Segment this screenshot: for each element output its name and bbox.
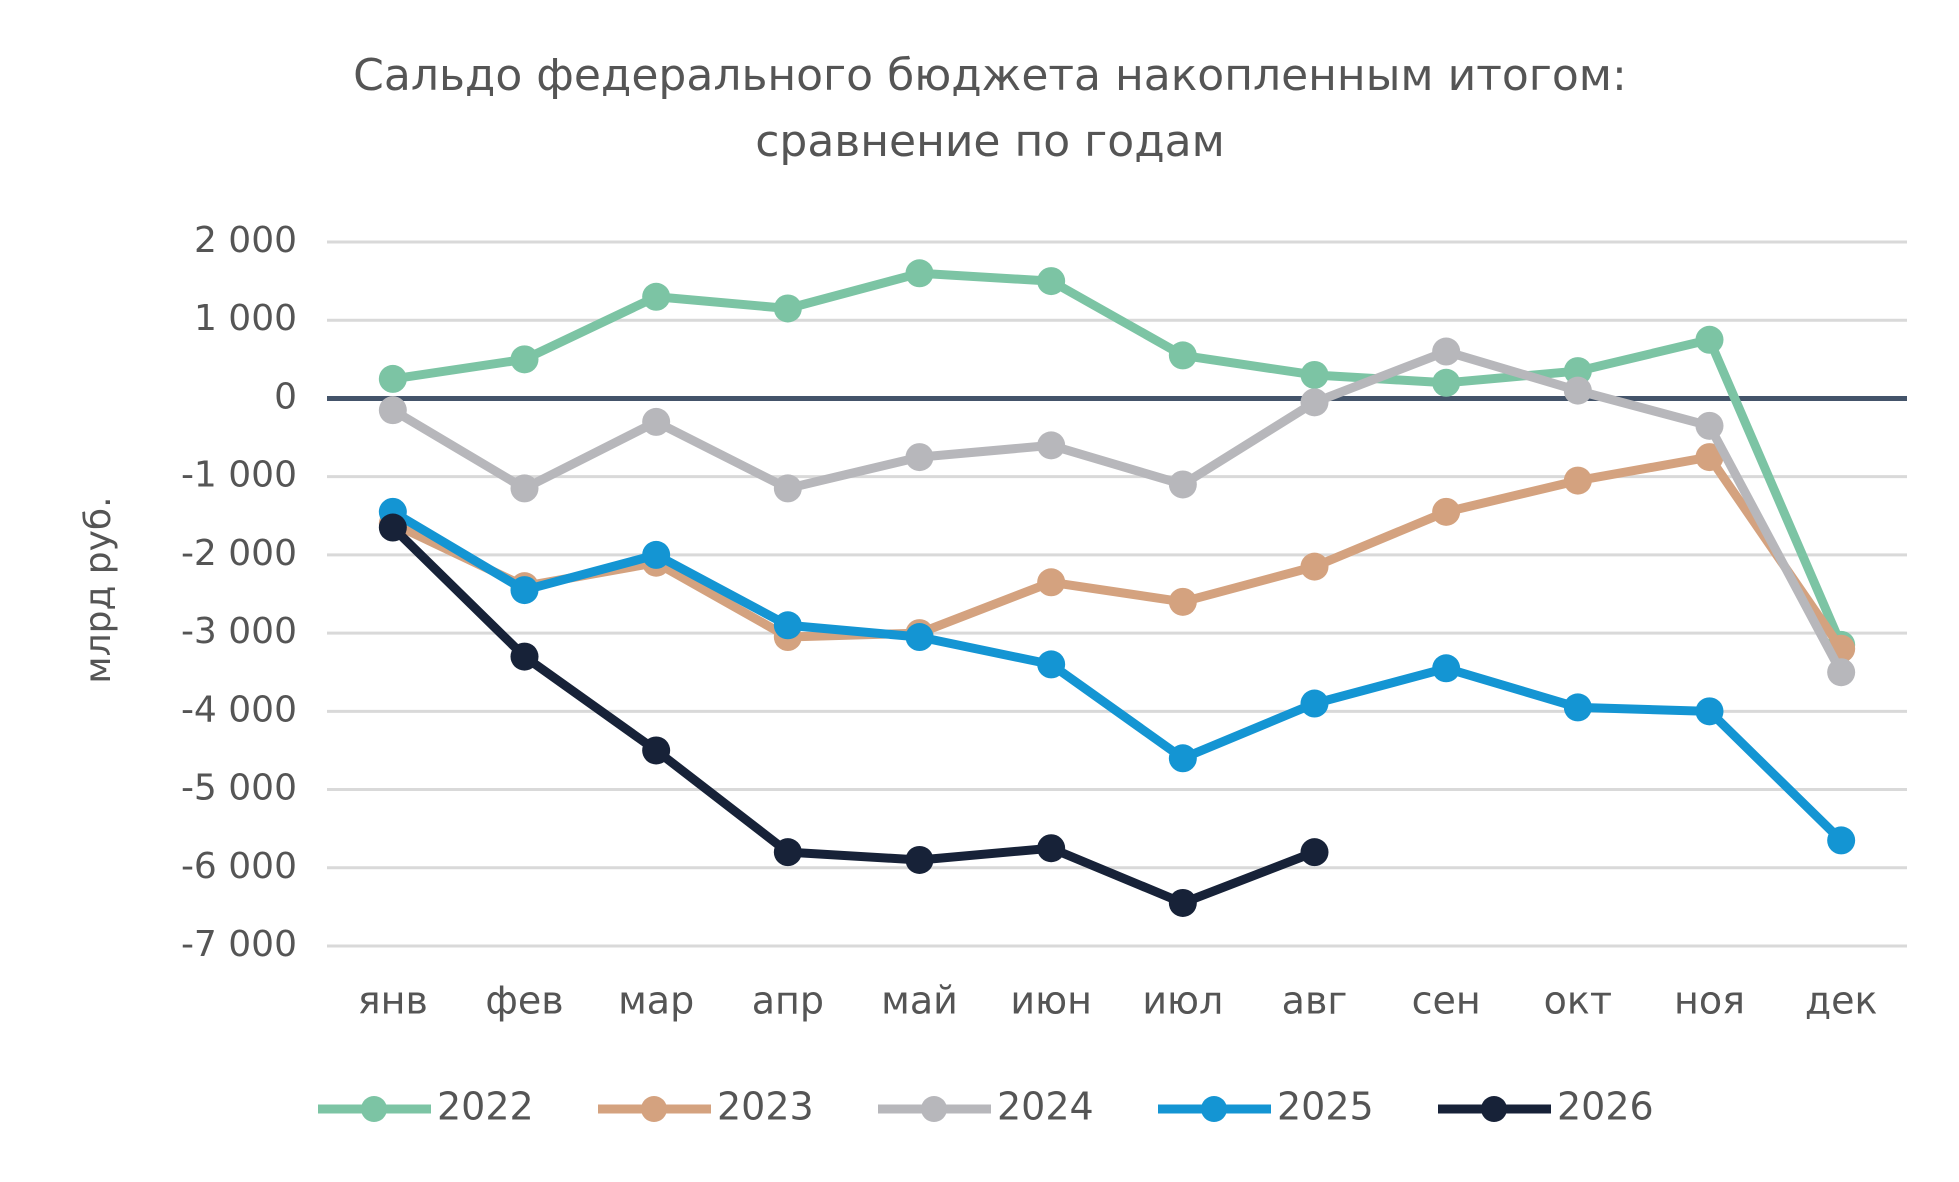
chart-title: сравнение по годам — [755, 116, 1225, 167]
marker — [378, 513, 407, 542]
marker — [378, 364, 407, 393]
x-tick-label: янв — [358, 979, 428, 1023]
marker — [1695, 697, 1724, 726]
legend-marker — [921, 1096, 947, 1122]
marker — [1563, 357, 1592, 386]
marker — [510, 642, 539, 671]
marker — [1432, 654, 1461, 683]
x-tick-label: июн — [1010, 979, 1092, 1023]
marker — [1695, 411, 1724, 440]
marker — [642, 407, 671, 436]
marker — [510, 474, 539, 503]
marker — [773, 294, 802, 323]
marker — [1432, 337, 1461, 366]
marker — [1300, 552, 1329, 581]
marker — [1432, 368, 1461, 397]
marker — [1563, 693, 1592, 722]
y-tick-label: -1 000 — [181, 455, 297, 496]
y-tick-label: 1 000 — [194, 298, 297, 339]
marker — [1563, 466, 1592, 495]
x-tick-label: дек — [1805, 979, 1878, 1023]
marker — [1827, 658, 1856, 687]
series-line — [392, 268, 1846, 647]
marker — [905, 259, 934, 288]
marker — [510, 345, 539, 374]
x-tick-label: окт — [1544, 979, 1612, 1023]
x-tick-label: ноя — [1674, 979, 1745, 1023]
y-tick-label: 2 000 — [194, 220, 297, 261]
marker — [905, 845, 934, 874]
marker — [1168, 587, 1197, 616]
series-line — [390, 452, 1845, 652]
x-tick-label: фев — [485, 979, 563, 1023]
chart-title: Сальдо федерального бюджета накопленным … — [353, 50, 1627, 101]
marker — [642, 736, 671, 765]
legend-marker — [361, 1096, 387, 1122]
marker — [378, 396, 407, 425]
series-line — [389, 524, 1317, 908]
legend-label: 2025 — [1277, 1085, 1374, 1129]
legend-label: 2022 — [437, 1085, 534, 1129]
legend-label: 2024 — [997, 1085, 1094, 1129]
x-tick-label: сен — [1412, 979, 1481, 1023]
legend-marker — [641, 1096, 667, 1122]
y-tick-label: -3 000 — [181, 611, 297, 652]
y-tick-label: -6 000 — [181, 846, 297, 887]
marker — [773, 838, 802, 867]
y-tick-label: 0 — [274, 376, 297, 417]
marker — [510, 576, 539, 605]
y-tick-label: -5 000 — [181, 768, 297, 809]
marker — [1695, 443, 1724, 472]
marker — [1168, 888, 1197, 917]
x-tick-label: мар — [618, 979, 694, 1023]
legend-marker — [1201, 1096, 1227, 1122]
marker — [773, 611, 802, 640]
marker — [1037, 650, 1066, 679]
marker — [1827, 826, 1856, 855]
marker — [1300, 838, 1329, 867]
x-tick-label: авг — [1282, 979, 1348, 1023]
x-tick-label: май — [881, 979, 958, 1023]
marker — [1300, 388, 1329, 417]
marker — [1168, 470, 1197, 499]
y-tick-label: -7 000 — [181, 924, 297, 965]
marker — [642, 282, 671, 311]
marker — [1037, 568, 1066, 597]
marker — [1168, 341, 1197, 370]
x-tick-label: июл — [1142, 979, 1223, 1023]
series-line — [390, 347, 1846, 675]
marker — [1168, 744, 1197, 773]
marker — [1037, 267, 1066, 296]
series-line — [390, 507, 1845, 844]
y-tick-label: -4 000 — [181, 689, 297, 730]
marker — [1037, 431, 1066, 460]
marker — [1300, 689, 1329, 718]
marker — [1432, 497, 1461, 526]
marker — [905, 623, 934, 652]
legend-label: 2023 — [717, 1085, 814, 1129]
marker — [642, 540, 671, 569]
legend-label: 2026 — [1557, 1085, 1654, 1129]
marker — [1037, 834, 1066, 863]
x-tick-label: апр — [752, 979, 824, 1023]
y-tick-label: -2 000 — [181, 533, 297, 574]
marker — [773, 474, 802, 503]
legend-marker — [1481, 1096, 1507, 1122]
marker — [1563, 376, 1592, 405]
marker — [905, 443, 934, 472]
y-axis-label: млрд руб. — [78, 496, 119, 683]
marker — [1300, 360, 1329, 389]
marker — [1695, 325, 1724, 354]
